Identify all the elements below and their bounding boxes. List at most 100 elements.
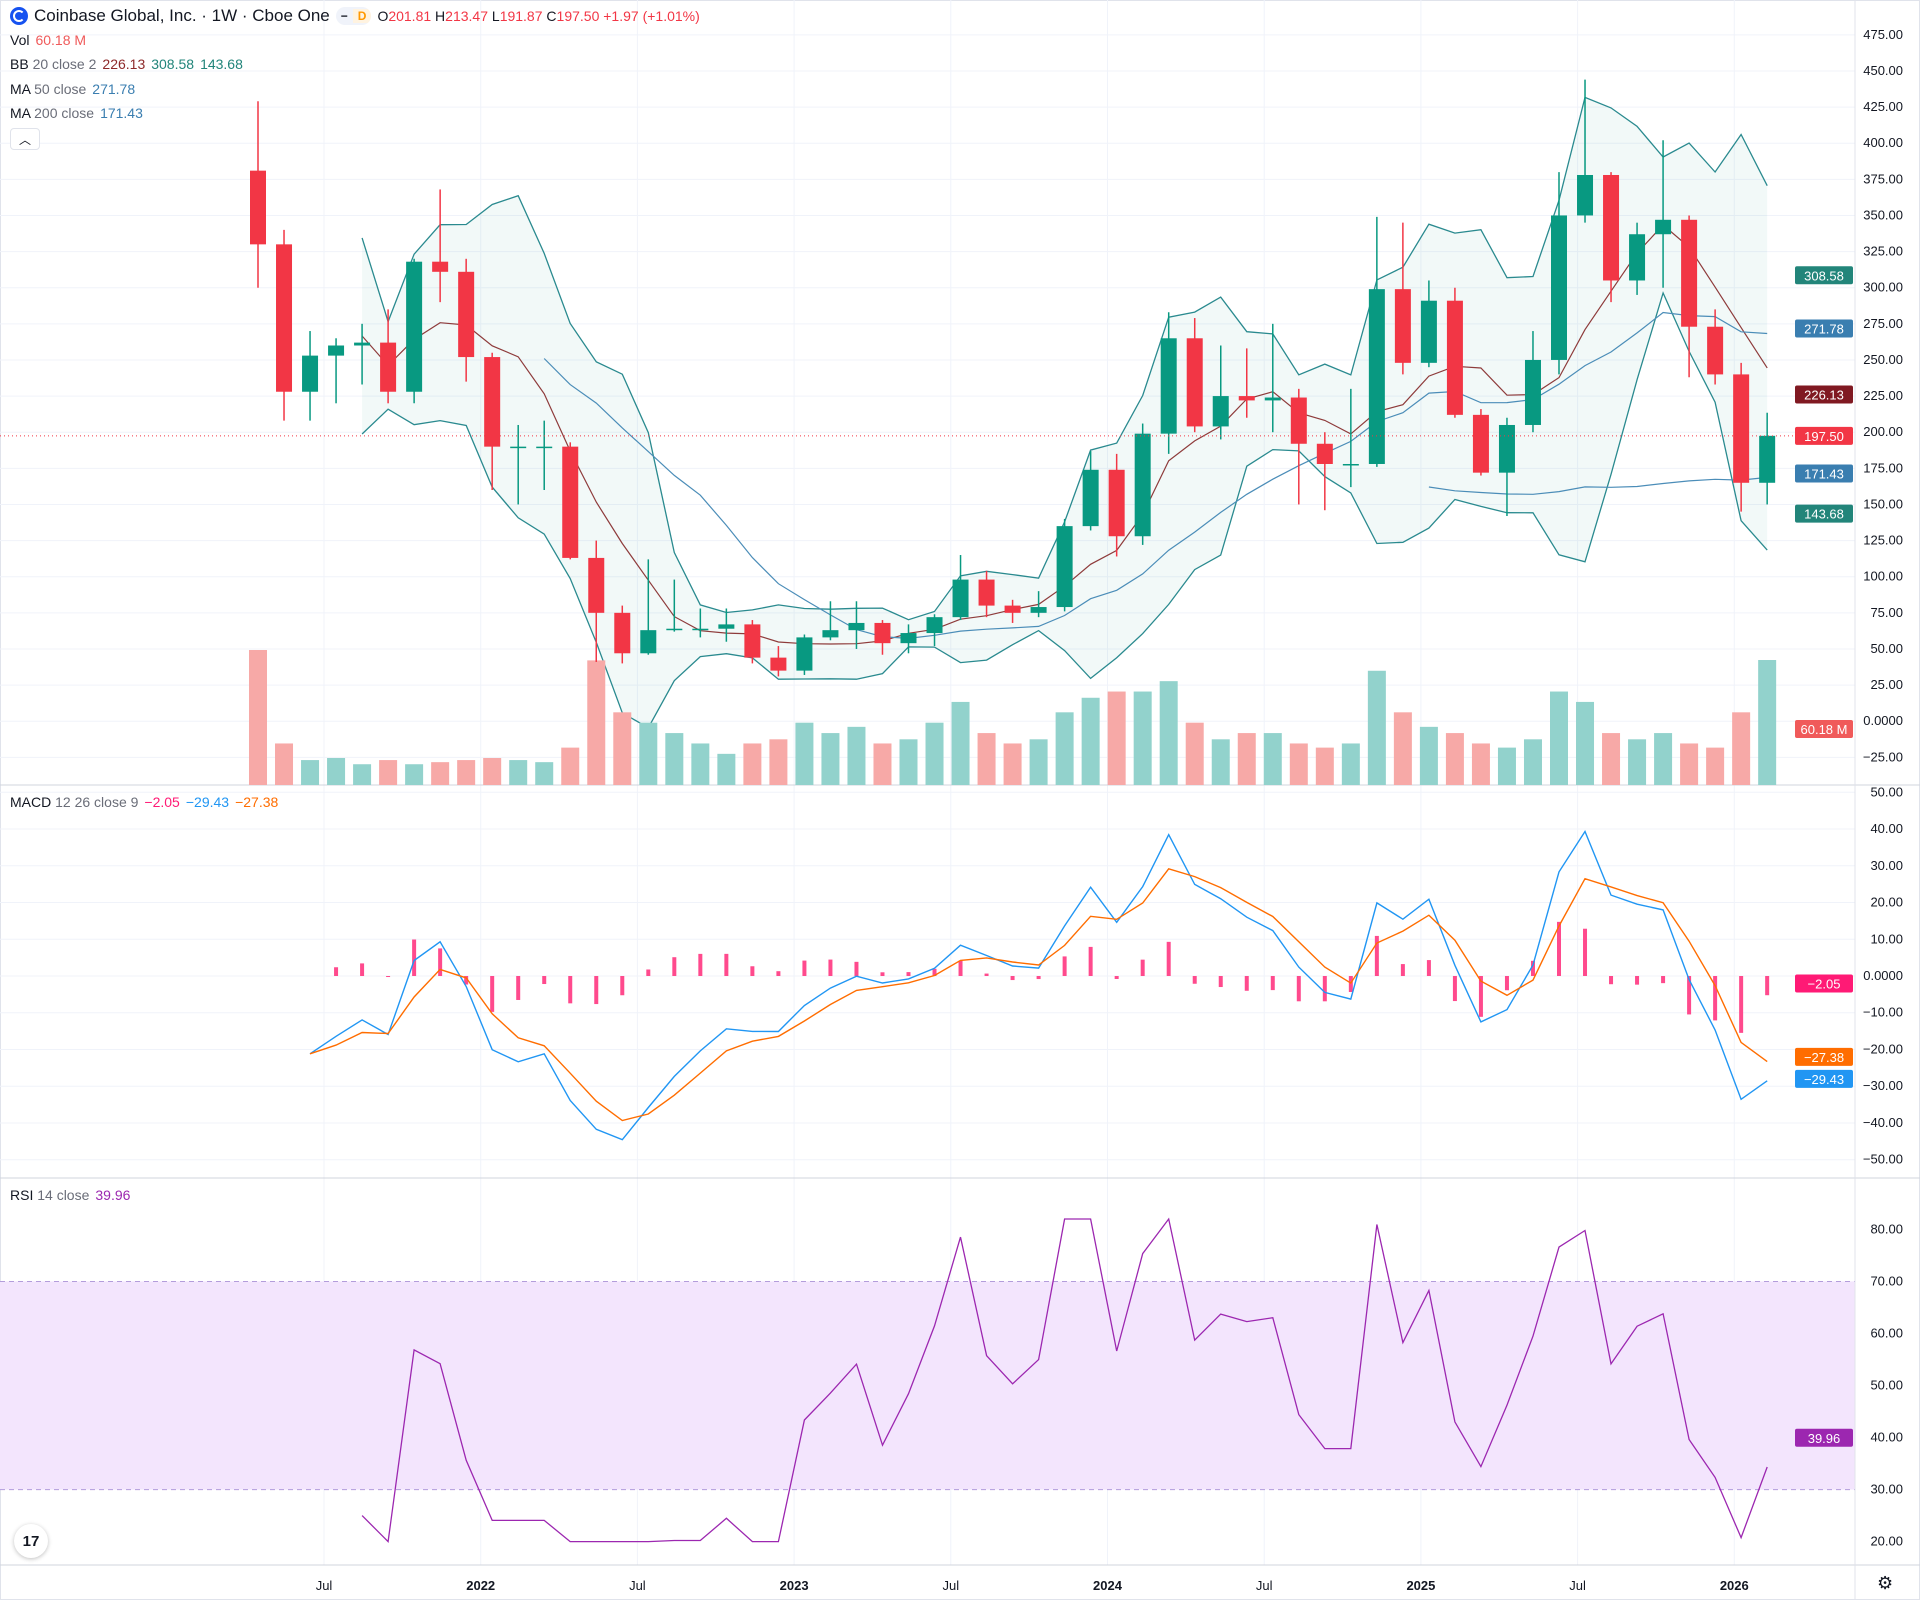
macd-histogram-bar <box>672 957 677 976</box>
ma200-legend[interactable]: MA 200 close 171.43 <box>10 105 143 121</box>
price-axis-label: −25.00 <box>1863 749 1903 764</box>
macd-histogram-bar <box>1687 976 1692 1015</box>
candle <box>406 258 423 404</box>
symbol-header: Coinbase Global, Inc. · 1W · Cboe One − … <box>10 6 700 26</box>
volume-bar <box>821 733 840 785</box>
price-axis-label: 0.0000 <box>1863 713 1903 728</box>
rsi-value-label-box <box>1795 1428 1853 1447</box>
volume-bar <box>1628 739 1647 785</box>
volume-bar <box>925 722 944 785</box>
bb-upper-price-label-text: 308.58 <box>1804 268 1844 283</box>
macd-histogram-bar <box>880 972 885 976</box>
tradingview-logo-icon[interactable]: 17 <box>14 1524 48 1558</box>
candle-body <box>822 630 839 638</box>
macd-histogram-bar <box>1374 935 1379 976</box>
macd-axis-label: 0.0000 <box>1863 968 1903 983</box>
bb-upper-value: 308.58 <box>151 56 195 72</box>
candle <box>484 352 501 490</box>
macd-axis-label: 40.00 <box>1870 821 1903 836</box>
candle <box>1134 423 1151 545</box>
volume-bar <box>327 758 346 785</box>
candle <box>432 189 449 303</box>
rsi-axis-label: 30.00 <box>1870 1482 1903 1497</box>
macd-signal-label-box <box>1795 1047 1853 1066</box>
candle-body <box>1238 396 1255 401</box>
last-price-label-box <box>1795 426 1853 445</box>
candle <box>1577 79 1594 223</box>
macd-histogram-bar <box>1504 976 1509 991</box>
ma50-line <box>543 311 1768 640</box>
macd-legend[interactable]: MACD 12 26 close 9 −2.05 −29.43 −27.38 <box>10 794 278 810</box>
volume-bar <box>847 726 866 785</box>
candle-body <box>770 657 787 671</box>
rsi-legend[interactable]: RSI 14 close 39.96 <box>10 1187 130 1203</box>
macd-signal-label: −27.38 <box>1795 1047 1853 1066</box>
ma50-legend[interactable]: MA 50 close 271.78 <box>10 81 135 97</box>
volume-bar <box>405 764 424 785</box>
volume-bar <box>1211 739 1230 785</box>
collapse-legend-button[interactable]: ︿ <box>10 128 40 150</box>
volume-bar <box>1654 733 1673 785</box>
volume-bar <box>1758 660 1777 785</box>
price-axis-label: 375.00 <box>1863 171 1903 186</box>
candle-body <box>796 637 813 671</box>
candle-body <box>640 630 657 654</box>
candle <box>1446 287 1463 418</box>
last-price-label-text: 197.50 <box>1804 429 1844 444</box>
volume-bar <box>1315 747 1334 785</box>
macd-signal-value: −27.38 <box>235 794 279 810</box>
open-label: O <box>377 8 389 24</box>
rsi-line <box>361 1217 1768 1543</box>
vol-name: Vol <box>10 32 30 48</box>
candle-body <box>1733 374 1750 483</box>
volume-bar <box>1029 739 1048 785</box>
volume-bar <box>535 762 554 785</box>
time-axis-label: Jul <box>942 1578 959 1593</box>
volume-bar <box>691 743 710 785</box>
candle <box>874 620 891 655</box>
candle <box>1108 453 1125 557</box>
macd-histogram-bar <box>1452 976 1457 1002</box>
low-label: L <box>491 8 500 24</box>
candle-body <box>1603 174 1620 281</box>
volume-bar <box>561 747 580 785</box>
volume-bar <box>1576 701 1595 785</box>
candle-body <box>1264 397 1281 401</box>
candle <box>1342 388 1359 488</box>
candle-body <box>1186 338 1203 427</box>
symbol-title[interactable]: Coinbase Global, Inc. · 1W · Cboe One <box>34 6 330 25</box>
bb-lower-price-label: 143.68 <box>1795 504 1853 523</box>
volume-bar <box>769 739 788 785</box>
price-axis-label: 200.00 <box>1863 424 1903 439</box>
macd-histogram-bar <box>1036 976 1041 980</box>
candle-body <box>1368 289 1385 464</box>
settings-gear-icon[interactable]: ⚙ <box>1877 1573 1894 1593</box>
macd-histogram-bar <box>776 971 781 976</box>
market-status-pill[interactable]: − D <box>335 7 372 25</box>
rsi-axis-label: 40.00 <box>1870 1430 1903 1445</box>
macd-axis-label: 30.00 <box>1870 858 1903 873</box>
macd-histogram-bar <box>1088 946 1093 976</box>
candle <box>978 570 995 618</box>
coinbase-logo-icon <box>10 7 28 25</box>
candle <box>796 634 813 675</box>
volume-legend[interactable]: Vol 60.18 M <box>10 32 86 48</box>
macd-histogram-bar <box>646 969 651 976</box>
candle <box>1472 409 1489 476</box>
price-axis-label: 350.00 <box>1863 207 1903 222</box>
macd-histogram-bar <box>1713 976 1718 1021</box>
low-value: 191.87 <box>499 8 543 24</box>
ma200-value: 171.43 <box>100 105 143 121</box>
bb-legend[interactable]: BB 20 close 2 226.13 308.58 143.68 <box>10 56 243 72</box>
macd-histogram-bar <box>1322 976 1327 1002</box>
vol-value: 60.18 M <box>35 32 87 48</box>
candle <box>588 540 605 662</box>
candle-body <box>1212 396 1229 427</box>
candle-body <box>1342 463 1359 466</box>
volume-bar <box>613 712 632 785</box>
time-axis-label: 2025 <box>1406 1578 1435 1593</box>
candle <box>1316 432 1333 511</box>
candle-body <box>744 624 761 658</box>
macd-hist-label-box <box>1795 974 1853 993</box>
